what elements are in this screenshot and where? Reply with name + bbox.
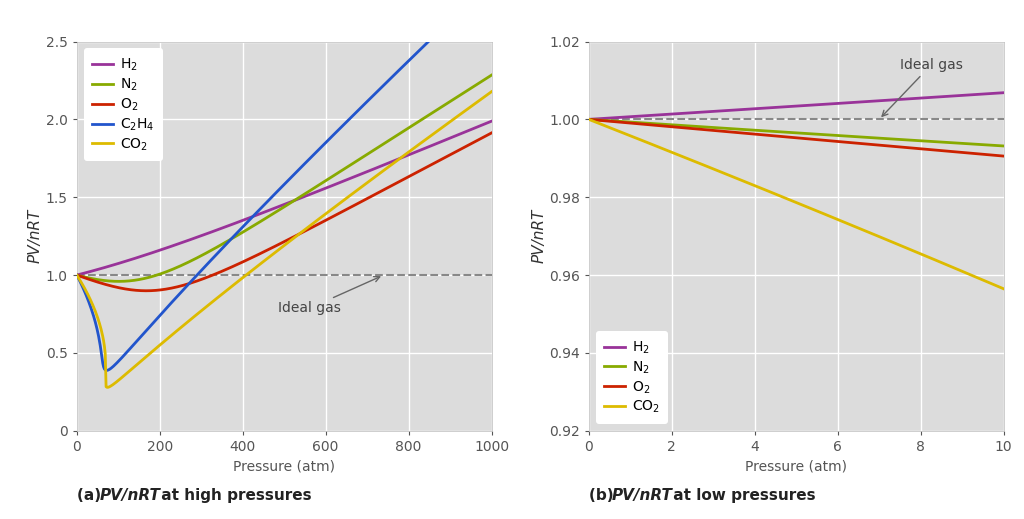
Legend: H$_2$, N$_2$, O$_2$, CO$_2$: H$_2$, N$_2$, O$_2$, CO$_2$ [596,331,668,424]
Text: (b): (b) [589,488,618,503]
Y-axis label: PV/nRT: PV/nRT [531,209,546,263]
Text: PV/nRT: PV/nRT [99,488,160,503]
X-axis label: Pressure (atm): Pressure (atm) [233,459,335,473]
Y-axis label: PV/nRT: PV/nRT [28,209,43,263]
Text: (a): (a) [77,488,106,503]
Legend: H$_2$, N$_2$, O$_2$, C$_2$H$_4$, CO$_2$: H$_2$, N$_2$, O$_2$, C$_2$H$_4$, CO$_2$ [84,48,163,161]
Text: Ideal gas: Ideal gas [882,58,963,116]
Text: Ideal gas: Ideal gas [278,277,380,316]
Text: at high pressures: at high pressures [156,488,311,503]
X-axis label: Pressure (atm): Pressure (atm) [745,459,847,473]
Text: at low pressures: at low pressures [668,488,815,503]
Text: PV/nRT: PV/nRT [611,488,672,503]
